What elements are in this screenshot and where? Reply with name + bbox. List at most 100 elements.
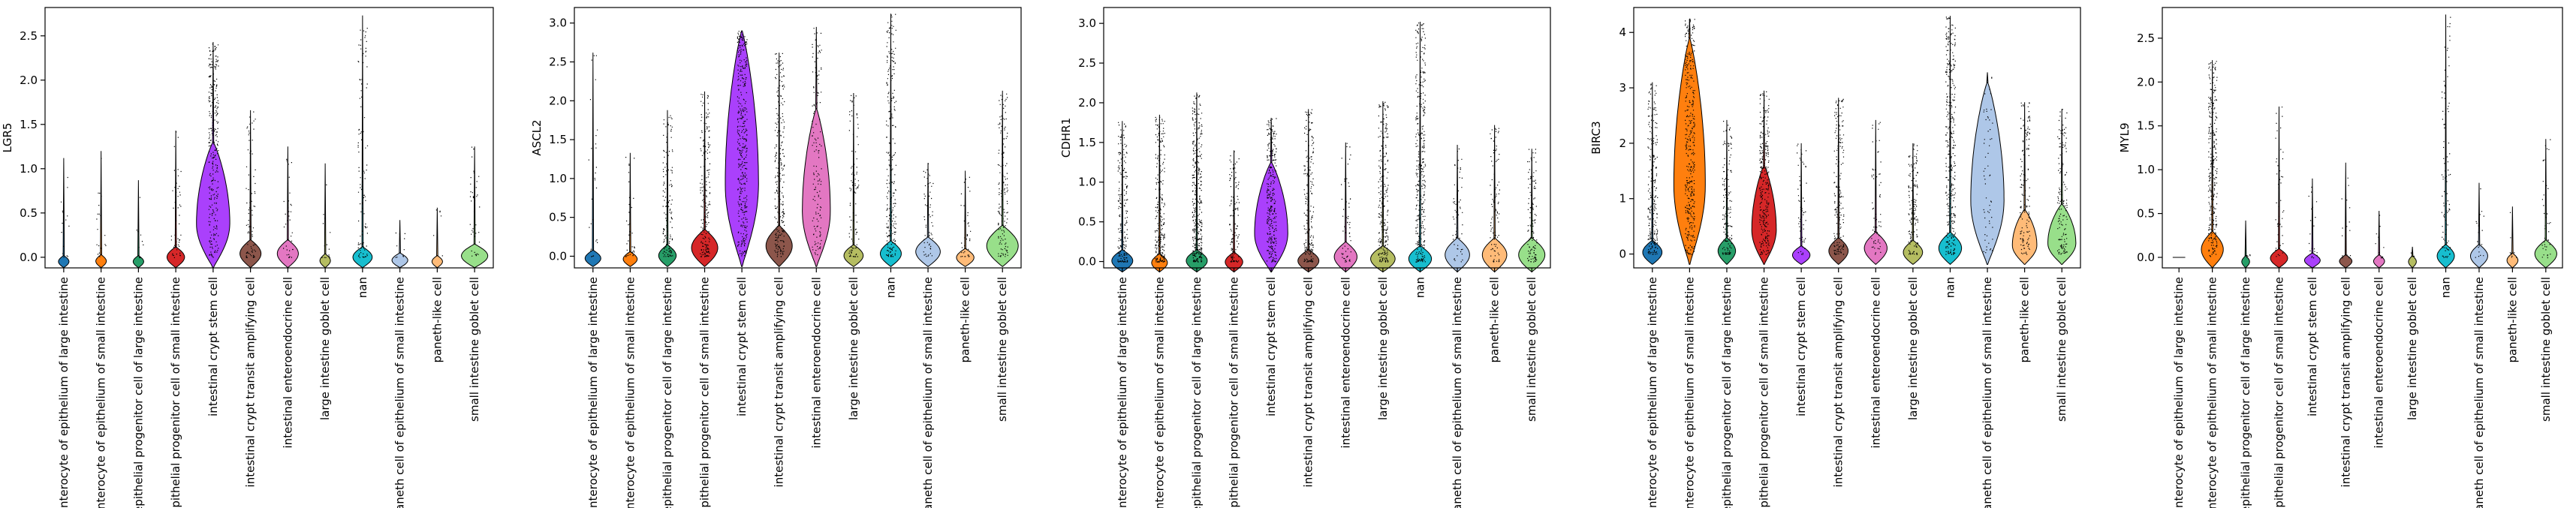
- violin-6: [2373, 211, 2385, 269]
- violin-10: [2011, 102, 2038, 265]
- violin-tail: [2060, 109, 2063, 205]
- violin-tail: [436, 207, 438, 256]
- jitter-points: [923, 163, 934, 257]
- x-tick-label: epithelial progenitor cell of small inte…: [698, 277, 712, 508]
- violin-tail: [592, 53, 595, 251]
- panel-birc3: 0 1 2 3 4 BIRC3 enterocyte of epithelium of la…: [1589, 7, 2081, 508]
- violin-11: [986, 90, 1019, 267]
- violin-tail: [1530, 149, 1533, 239]
- violin-tail: [1381, 101, 1384, 246]
- violin-body: [431, 254, 443, 269]
- x-tick-label: enterocyte of epithelium of small intest…: [623, 277, 637, 508]
- jitter-points: [774, 53, 785, 257]
- violin-tail: [1986, 72, 1989, 83]
- axes-frame: [44, 7, 494, 269]
- y-axis-label: ASCL2: [530, 119, 544, 155]
- y-tick-label: 1.5: [20, 118, 38, 131]
- violin-8: [1938, 16, 1963, 266]
- y-tick-label: 0.5: [2137, 207, 2155, 221]
- x-tick-label: paneth cell of epithelium of small intes…: [393, 277, 407, 508]
- violin-2: [132, 180, 144, 269]
- x-tick-label: epithelial progenitor cell of large inte…: [131, 277, 145, 508]
- violin-body: [276, 239, 299, 269]
- violin-body: [1863, 231, 1888, 266]
- jitter-points: [2410, 252, 2415, 257]
- violin-tail: [249, 110, 252, 240]
- jitter-points: [1833, 98, 1845, 255]
- violin-1: [2201, 60, 2224, 269]
- y-tick-label: 2.0: [1078, 96, 1096, 110]
- violin-9: [391, 220, 408, 269]
- violin-tail: [890, 14, 892, 242]
- jitter-points: [1266, 118, 1277, 263]
- violin-4: [725, 30, 759, 267]
- y-tick-label: 0.5: [549, 211, 567, 224]
- violin-5: [1828, 98, 1848, 266]
- violin-1: [1151, 114, 1168, 273]
- violin-body: [1481, 237, 1508, 273]
- x-tick-label: paneth-like cell: [430, 277, 444, 363]
- violin-tail: [324, 163, 327, 254]
- violin-tail: [2478, 182, 2481, 245]
- x-tick-label: intestinal enteroendocrine cell: [2373, 277, 2386, 448]
- violin-tail: [287, 146, 289, 240]
- violin-3: [1751, 90, 1777, 265]
- jitter-points: [1759, 91, 1770, 255]
- jitter-points: [1527, 149, 1538, 263]
- axes-frame: [2162, 7, 2563, 269]
- violin-2: [658, 110, 677, 267]
- violin-tail: [2511, 206, 2514, 254]
- jitter-points: [2475, 188, 2484, 258]
- jitter-points: [737, 31, 748, 257]
- x-tick-label: intestinal crypt transit amplifying cell: [244, 277, 258, 487]
- panel-cdhr1: 0.0 0.5 1.0 1.5 2.0 2.5 3.0 CDHR1 enterocyte of …: [1059, 7, 1551, 508]
- y-tick-label: 0: [1619, 248, 1626, 261]
- violin-5: [765, 53, 793, 267]
- violin-body: [1254, 161, 1288, 272]
- panel-lgr5: 0.0 0.5 1.0 1.5 2.0 2.5 LGR5 enterocyte of epit…: [1, 7, 494, 508]
- jitter-points: [1945, 17, 1957, 255]
- violin-tail: [62, 158, 65, 256]
- violin-8: [2436, 14, 2455, 269]
- y-tick-label: 0.0: [1078, 255, 1096, 269]
- violin-tail: [2211, 60, 2213, 232]
- jitter-points: [1685, 19, 1695, 255]
- violin-body: [166, 246, 185, 269]
- violin-10: [1481, 125, 1508, 273]
- violin-body: [880, 240, 902, 267]
- violin-body: [1445, 237, 1470, 273]
- violin-body: [1518, 237, 1546, 273]
- violin-1: [95, 151, 107, 269]
- jitter-points: [357, 28, 369, 258]
- violin-tail: [704, 91, 706, 230]
- axes-frame: [1633, 7, 2081, 269]
- violin-7: [319, 163, 331, 269]
- violin-2: [2241, 220, 2251, 269]
- violin-10: [2506, 206, 2519, 269]
- violin-body: [2241, 254, 2250, 269]
- x-tick-label: epithelial progenitor cell of large inte…: [661, 277, 674, 508]
- violin-0: [1642, 82, 1663, 266]
- violin-tail: [361, 15, 364, 248]
- violin-body: [2011, 209, 2038, 265]
- violin-9: [2470, 182, 2488, 269]
- y-tick-label: 2.0: [20, 74, 38, 87]
- jitter-points: [1490, 128, 1500, 263]
- violin-9: [915, 163, 941, 267]
- y-axis-label: BIRC3: [1589, 121, 1603, 154]
- jitter-points: [2509, 212, 2517, 258]
- violin-tail: [2311, 178, 2314, 254]
- y-tick-label: 0.0: [549, 249, 567, 263]
- y-tick-label: 2.5: [20, 29, 38, 43]
- violin-body: [691, 228, 719, 267]
- violin-body: [2436, 243, 2455, 269]
- x-tick-label: paneth-like cell: [2505, 277, 2519, 363]
- violin-tail: [2378, 211, 2381, 255]
- violin-body: [1792, 245, 1811, 266]
- jitter-points: [2056, 109, 2068, 255]
- violin-3: [1225, 150, 1243, 272]
- violin-body: [1673, 38, 1706, 265]
- violin-3: [2270, 107, 2288, 269]
- x-tick-label: intestinal enteroendocrine cell: [281, 277, 294, 448]
- y-tick-label: 3: [1619, 81, 1626, 95]
